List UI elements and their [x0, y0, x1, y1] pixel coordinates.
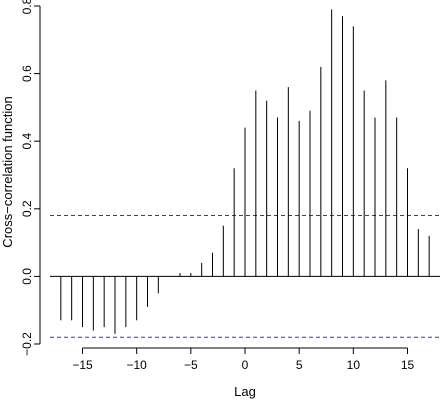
x-tick-label: −5: [184, 358, 198, 372]
y-tick-label: 0.6: [20, 65, 34, 82]
y-axis-label: Cross−correlation function: [0, 96, 15, 247]
y-tick-label: 0.8: [20, 0, 34, 14]
y-tick-label: 0.4: [20, 133, 34, 150]
x-tick-label: 5: [296, 358, 303, 372]
x-tick-label: 10: [347, 358, 361, 372]
x-tick-label: −10: [126, 358, 147, 372]
x-axis-label: Lag: [234, 384, 256, 399]
y-tick-label: 0.0: [20, 268, 34, 285]
x-tick-label: 15: [401, 358, 415, 372]
axes: −0.2 0.0 0.2 0.4 0.6 0.8 −15 −10 −5 0 5 10 15: [20, 0, 414, 372]
x-tick-label: 0: [242, 358, 249, 372]
y-tick-label: 0.2: [20, 200, 34, 217]
x-tick-label: −15: [72, 358, 93, 372]
plot-area: [50, 9, 440, 338]
y-tick-label: −0.2: [20, 332, 34, 356]
